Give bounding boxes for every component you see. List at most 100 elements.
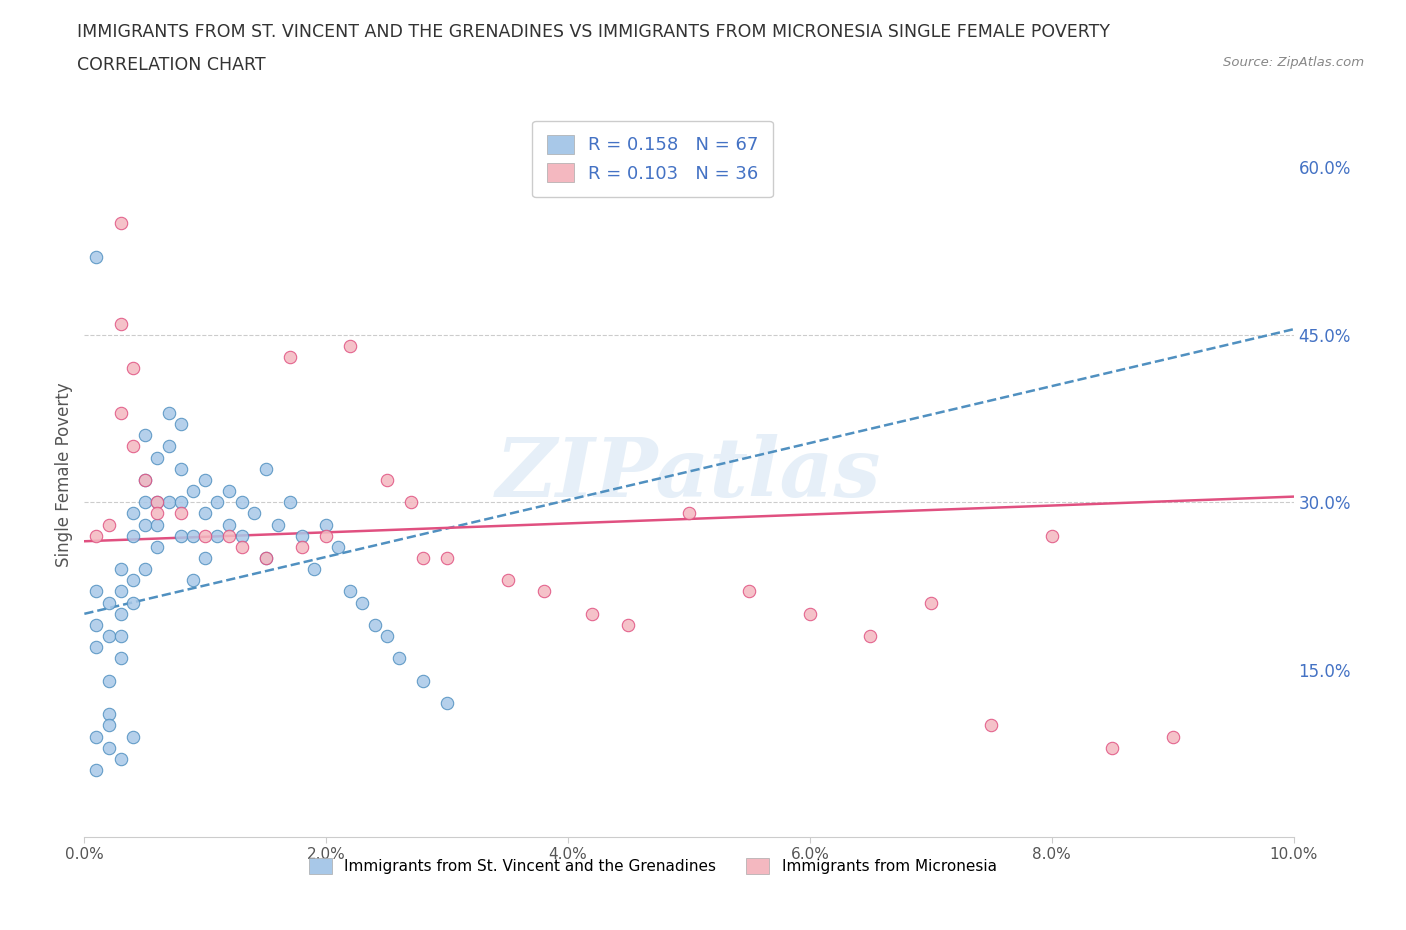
Point — [181, 528, 204, 543]
Point — [533, 584, 555, 599]
Point — [399, 495, 422, 510]
Point — [110, 629, 132, 644]
Point — [412, 551, 434, 565]
Point — [859, 629, 882, 644]
Point — [1101, 740, 1123, 755]
Point — [86, 584, 108, 599]
Point — [170, 417, 193, 432]
Point — [97, 673, 120, 688]
Point — [207, 495, 229, 510]
Point — [436, 696, 458, 711]
Point — [363, 618, 385, 632]
Point — [121, 595, 143, 610]
Point — [375, 629, 398, 644]
Point — [134, 562, 156, 577]
Point — [920, 595, 942, 610]
Point — [194, 506, 217, 521]
Point — [194, 472, 217, 487]
Point — [97, 517, 120, 532]
Point — [121, 528, 143, 543]
Point — [231, 539, 253, 554]
Point — [86, 618, 108, 632]
Point — [121, 573, 143, 588]
Text: ZIPatlas: ZIPatlas — [496, 434, 882, 514]
Point — [315, 528, 337, 543]
Point — [86, 763, 108, 777]
Point — [110, 584, 132, 599]
Point — [218, 484, 240, 498]
Point — [678, 506, 700, 521]
Point — [254, 551, 277, 565]
Point — [86, 528, 108, 543]
Point — [86, 729, 108, 744]
Point — [146, 495, 169, 510]
Point — [218, 528, 240, 543]
Point — [617, 618, 640, 632]
Point — [134, 472, 156, 487]
Point — [181, 484, 204, 498]
Text: IMMIGRANTS FROM ST. VINCENT AND THE GRENADINES VS IMMIGRANTS FROM MICRONESIA SIN: IMMIGRANTS FROM ST. VINCENT AND THE GREN… — [77, 23, 1111, 41]
Point — [278, 495, 301, 510]
Point — [134, 517, 156, 532]
Point — [157, 495, 180, 510]
Point — [134, 428, 156, 443]
Point — [1161, 729, 1184, 744]
Point — [97, 740, 120, 755]
Point — [134, 472, 156, 487]
Point — [1040, 528, 1063, 543]
Point — [388, 651, 411, 666]
Point — [121, 729, 143, 744]
Point — [170, 528, 193, 543]
Point — [170, 461, 193, 476]
Point — [799, 606, 821, 621]
Point — [231, 495, 253, 510]
Point — [194, 551, 217, 565]
Point — [86, 249, 108, 264]
Point — [339, 339, 361, 353]
Point — [254, 551, 277, 565]
Text: Source: ZipAtlas.com: Source: ZipAtlas.com — [1223, 56, 1364, 69]
Point — [242, 506, 264, 521]
Point — [231, 528, 253, 543]
Point — [110, 606, 132, 621]
Y-axis label: Single Female Poverty: Single Female Poverty — [55, 382, 73, 566]
Point — [146, 450, 169, 465]
Point — [207, 528, 229, 543]
Point — [436, 551, 458, 565]
Point — [157, 439, 180, 454]
Point — [121, 439, 143, 454]
Point — [97, 629, 120, 644]
Point — [110, 751, 132, 766]
Legend: Immigrants from St. Vincent and the Grenadines, Immigrants from Micronesia: Immigrants from St. Vincent and the Gren… — [302, 852, 1002, 880]
Point — [170, 495, 193, 510]
Point — [352, 595, 374, 610]
Point — [980, 718, 1002, 733]
Text: CORRELATION CHART: CORRELATION CHART — [77, 56, 266, 73]
Point — [97, 595, 120, 610]
Point — [97, 707, 120, 722]
Point — [86, 640, 108, 655]
Point — [110, 562, 132, 577]
Point — [315, 517, 337, 532]
Point — [121, 361, 143, 376]
Point — [581, 606, 603, 621]
Point — [110, 405, 132, 420]
Point — [302, 562, 325, 577]
Point — [375, 472, 398, 487]
Point — [339, 584, 361, 599]
Point — [146, 495, 169, 510]
Point — [146, 506, 169, 521]
Point — [254, 461, 277, 476]
Point — [278, 350, 301, 365]
Point — [267, 517, 290, 532]
Point — [412, 673, 434, 688]
Point — [110, 316, 132, 331]
Point — [146, 539, 169, 554]
Point — [738, 584, 761, 599]
Point — [291, 539, 314, 554]
Point — [170, 506, 193, 521]
Point — [110, 216, 132, 231]
Point — [291, 528, 314, 543]
Point — [134, 495, 156, 510]
Point — [194, 528, 217, 543]
